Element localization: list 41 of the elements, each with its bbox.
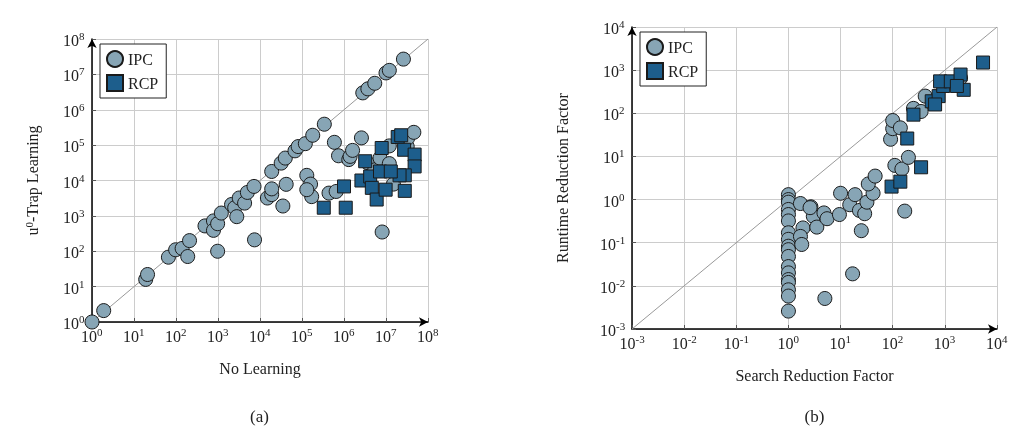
y-tick-label: 10$^{7}$ bbox=[63, 65, 85, 86]
x-tick-label: 10$^{8}$ bbox=[417, 326, 439, 346]
y-axis-title: u0-Trap Learning bbox=[22, 125, 42, 236]
y-tick-label: 10$^{4}$ bbox=[63, 171, 85, 192]
y-tick-label: 10$^{2}$ bbox=[63, 242, 85, 263]
x-tick-label: 10$^{1}$ bbox=[123, 326, 145, 346]
x-axis-title: No Learning bbox=[219, 359, 301, 378]
legend-label: RCP bbox=[128, 74, 159, 92]
x-tick-label: 10$^{2}$ bbox=[165, 326, 187, 346]
x-tick-label: 10$^{7}$ bbox=[375, 326, 397, 346]
text: (a) bbox=[250, 407, 269, 426]
x-tick-label: 10$^{3}$ bbox=[207, 326, 229, 346]
y-tick-label: 10$^{2}$ bbox=[603, 104, 625, 125]
y-tick-label: 10$^{1}$ bbox=[603, 147, 625, 168]
legend-label: IPC bbox=[668, 38, 693, 56]
y-tick-label: 10$^{6}$ bbox=[63, 100, 85, 121]
y-axis-title: Runtime Reduction Factor bbox=[553, 92, 571, 263]
y-tick-label: 10$^{8}$ bbox=[63, 30, 85, 50]
x-tick-label: 10$^{3}$ bbox=[933, 333, 956, 353]
x-tick-label: 10$^{-3}$ bbox=[619, 333, 645, 353]
x-tick-label: 10$^{4}$ bbox=[249, 326, 271, 346]
x-tick-label: 10$^{1}$ bbox=[829, 333, 852, 353]
x-tick-label: 10$^{5}$ bbox=[291, 326, 313, 346]
y-tick-label: 10$^{5}$ bbox=[63, 136, 85, 157]
x-tick-label: 10$^{4}$ bbox=[986, 333, 1008, 353]
legend-label: RCP bbox=[668, 62, 699, 80]
x-tick-label: 10$^{0}$ bbox=[777, 333, 799, 353]
x-tick-label: 10$^{2}$ bbox=[881, 333, 904, 353]
y-tick-label: 10$^{0}$ bbox=[603, 190, 625, 211]
y-tick-label: 10$^{-2}$ bbox=[600, 276, 626, 297]
text: (b) bbox=[804, 407, 825, 426]
x-tick-label: 10$^{6}$ bbox=[333, 326, 355, 346]
y-tick-label: 10$^{1}$ bbox=[63, 277, 85, 298]
legend-label: IPC bbox=[128, 50, 153, 68]
y-tick-label: 10$^{3}$ bbox=[603, 61, 625, 82]
x-axis-title: Search Reduction Factor bbox=[735, 366, 895, 384]
y-tick-label: 10$^{-1}$ bbox=[600, 233, 626, 254]
y-tick-label: 10$^{4}$ bbox=[603, 18, 625, 38]
y-tick-label: 10$^{3}$ bbox=[63, 206, 85, 227]
x-tick-label: 10$^{-1}$ bbox=[723, 333, 749, 353]
x-tick-label: 10$^{-2}$ bbox=[671, 333, 697, 353]
